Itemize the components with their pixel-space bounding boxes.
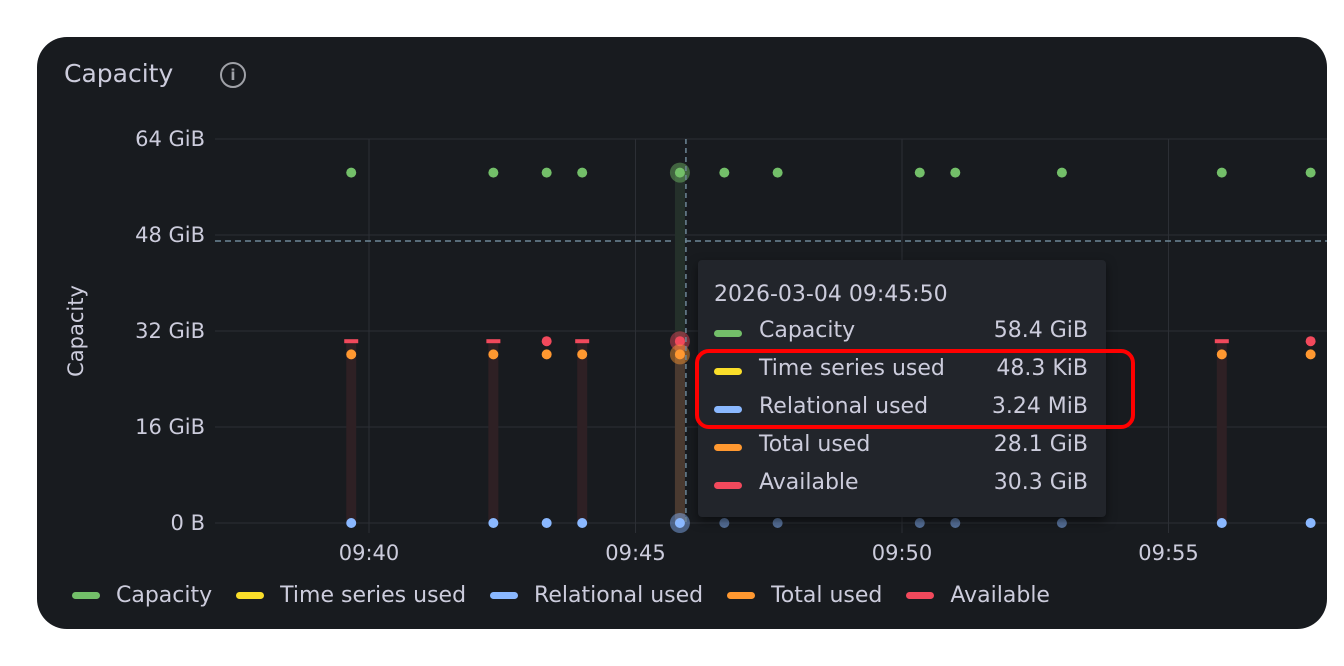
hover-bar <box>674 172 685 342</box>
y-tick-label: 64 GiB <box>135 127 205 151</box>
legend-swatch <box>490 591 519 599</box>
capacity-panel: Capacity i 0 B 16 GiB 32 GiB 48 GiB 64 GiB 09… <box>37 37 1327 629</box>
chart-tooltip: 2026-03-04 09:45:50 Capacity 58.4 GiB Time… <box>698 260 1106 517</box>
x-tick-label: 09:40 <box>339 541 400 565</box>
capacity-point <box>914 167 925 178</box>
relational-used-point <box>674 518 685 528</box>
tooltip-label: Time series used <box>759 356 945 381</box>
capacity-point <box>719 167 730 178</box>
capacity-point <box>346 167 357 178</box>
capacity-point <box>674 167 685 178</box>
relational-used-point <box>719 518 730 528</box>
x-tick-label: 09:45 <box>605 541 666 565</box>
relational-used-point <box>346 518 357 528</box>
tooltip-row: Relational used 3.24 MiB <box>714 394 1088 424</box>
available-bar-cap <box>486 339 501 344</box>
x-tick-label: 09:50 <box>872 541 933 565</box>
legend-item[interactable]: Time series used <box>236 580 466 610</box>
capacity-point <box>950 167 961 178</box>
available-bar <box>346 341 357 523</box>
tooltip-row: Capacity 58.4 GiB <box>714 318 1088 348</box>
available-bar-cap <box>344 339 359 344</box>
capacity-point <box>1216 167 1227 178</box>
series-swatch <box>714 406 742 413</box>
available-bar <box>488 341 499 523</box>
legend-item[interactable]: Total used <box>727 580 882 610</box>
total-used-point <box>488 349 499 360</box>
legend-swatch <box>906 591 935 599</box>
relational-used-point <box>541 518 552 528</box>
legend-label: Time series used <box>280 582 467 608</box>
relational-used-point <box>772 518 783 528</box>
available-bar <box>674 341 685 523</box>
tooltip-value: 58.4 GiB <box>993 318 1088 343</box>
series-swatch <box>714 330 742 337</box>
tooltip-row: Total used 28.1 GiB <box>714 432 1088 462</box>
relational-used-point <box>914 518 925 528</box>
legend-item[interactable]: Capacity <box>72 580 212 610</box>
panel-title: Capacity <box>64 59 174 88</box>
available-bar-cap <box>575 339 590 344</box>
legend-swatch <box>236 591 265 599</box>
capacity-point <box>772 167 783 178</box>
series-swatch <box>714 368 742 375</box>
relational-used-point <box>1305 518 1316 528</box>
tooltip-value: 3.24 MiB <box>991 394 1088 419</box>
tooltip-label: Total used <box>759 432 871 457</box>
tooltip-label: Available <box>759 470 859 495</box>
total-used-point <box>674 349 685 360</box>
total-used-point <box>577 349 588 360</box>
tooltip-value: 28.1 GiB <box>993 432 1088 457</box>
legend-label: Total used <box>771 582 883 608</box>
tooltip-value: 48.3 KiB <box>996 356 1088 381</box>
tooltip-label: Relational used <box>759 394 929 419</box>
info-circle-icon[interactable]: i <box>220 62 246 88</box>
legend-item[interactable]: Relational used <box>490 580 703 610</box>
legend-label: Relational used <box>534 582 704 608</box>
legend-label: Capacity <box>116 582 213 608</box>
relational-used-point <box>1056 518 1067 528</box>
available-bar-cap <box>1214 339 1229 344</box>
tooltip-time: 2026-03-04 09:45:50 <box>714 282 948 307</box>
tooltip-label: Capacity <box>759 318 856 343</box>
relational-used-point <box>488 518 499 528</box>
available-bar <box>1216 341 1227 523</box>
tooltip-row: Available 30.3 GiB <box>714 470 1088 500</box>
capacity-point <box>577 167 588 178</box>
capacity-chart[interactable]: 0 B 16 GiB 32 GiB 48 GiB 64 GiB 09:40 09:45 09:… <box>37 37 1327 629</box>
capacity-point <box>1305 167 1316 178</box>
available-point <box>674 336 685 347</box>
total-used-point <box>541 349 552 360</box>
capacity-point <box>488 167 499 178</box>
relational-used-point <box>950 518 961 528</box>
chart-legend: Capacity Time series used Relational used T… <box>72 580 1074 610</box>
series-swatch <box>714 482 742 489</box>
y-tick-label: 32 GiB <box>135 319 205 343</box>
x-tick-label: 09:55 <box>1138 541 1199 565</box>
y-tick-label: 16 GiB <box>135 415 205 439</box>
tooltip-row: Time series used 48.3 KiB <box>714 356 1088 386</box>
legend-item[interactable]: Available <box>906 580 1050 610</box>
available-point <box>1305 336 1316 347</box>
total-used-point <box>1216 349 1227 360</box>
legend-label: Available <box>950 582 1050 608</box>
y-tick-label: 0 B <box>171 511 205 535</box>
y-axis-label: Capacity <box>64 285 88 377</box>
total-used-point <box>346 349 357 360</box>
legend-swatch <box>727 591 756 599</box>
series-swatch <box>714 444 742 451</box>
relational-used-point <box>577 518 588 528</box>
annotation-highlight-box <box>695 349 1135 429</box>
available-bar <box>577 341 588 523</box>
tooltip-value: 30.3 GiB <box>993 470 1088 495</box>
relational-used-point <box>1216 518 1227 528</box>
capacity-point <box>1056 167 1067 178</box>
available-point <box>541 336 552 347</box>
legend-swatch <box>72 591 100 599</box>
total-used-point <box>1305 349 1316 360</box>
y-tick-label: 48 GiB <box>135 223 205 247</box>
capacity-point <box>541 167 552 178</box>
